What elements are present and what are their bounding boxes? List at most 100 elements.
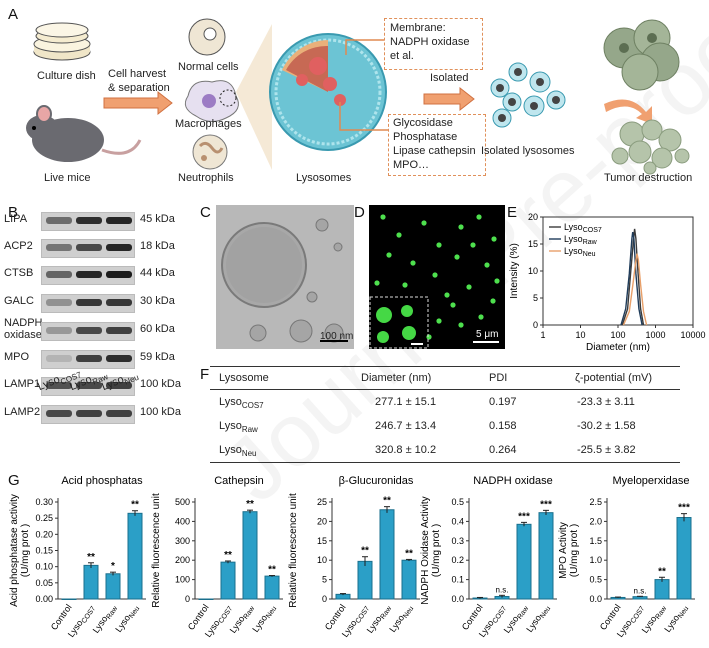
y-tick-label: 5 [322,575,327,585]
fluorescent-dot [426,334,432,340]
blot-band [46,410,72,417]
fluorescent-dot [491,236,497,242]
significance-label: ** [268,565,276,576]
significance-label: ** [87,552,95,563]
blot-row [41,377,135,396]
bar [357,560,373,600]
blot-band [106,355,132,362]
bar [220,561,236,600]
significance-label: ** [131,500,139,511]
y-tick-label: 10 [317,555,327,565]
fluorescent-dot [436,242,442,248]
blot-band [46,382,72,389]
table-cell-name: LysoCOS7 [219,396,264,411]
y-axis-label: Acid phosphatase activity(U/mg prot ) [9,494,31,607]
y-tick-label: 0.3 [451,536,464,546]
blot-band [76,382,102,389]
y-tick-label: 20 [528,212,538,222]
isolated-lysosomes-icon [490,62,566,128]
blot-kda-label: 44 kDa [140,267,175,279]
table-header-lysosome: Lysosome [219,372,269,384]
panel-e-letter: E [507,204,518,221]
y-tick-label: 0.10 [35,562,53,572]
y-tick-label: 0.2 [451,555,464,565]
category-label: LysoNeu [662,602,690,635]
y-tick-label: 1.5 [589,536,602,546]
table-header-diameter: Diameter (nm) [361,372,432,384]
cell-harvest-label-1: Cell harvest [108,68,167,80]
fluorescence-image [369,205,505,349]
fluorescent-dot [421,220,427,226]
y-axis-label: NADPH Oxidase Activity(U/mg prot ) [420,496,442,604]
blot-protein-label: LIPA [4,213,28,225]
significance-label: ** [246,499,254,510]
y-tick-label: 0 [185,594,190,604]
table-cell-diameter: 320.8 ± 10.2 [375,444,437,456]
legend-sub: COS7 [583,227,602,234]
bar-chart-panel: Myeloperxidase 0.0 0.5 1.0 1.5 2.0 2.5 MPO Acti… [558,475,695,640]
y-axis-label: MPO Activity(U/mg prot ) [558,522,580,579]
y-tick-label: 0.4 [451,516,464,526]
significance-label: ** [405,548,413,559]
y-tick-label: 0.20 [35,529,53,539]
blot-band [46,244,72,251]
y-tick-label: 0 [322,594,327,604]
legend-sub: Neu [583,251,596,258]
blot-kda-label: 100 kDa [140,406,181,418]
bar [379,509,395,600]
culture-dish-icon [33,22,91,61]
fluorescent-dot [470,242,476,248]
y-tick-label: 0.05 [35,578,53,588]
blot-band [106,299,132,306]
y-tick-label: 15 [528,239,538,249]
table-cell-name: LysoRaw [219,420,258,435]
y-tick-label: 0.25 [35,513,53,523]
tumor-cells-icon [603,19,680,91]
bar [242,511,258,600]
legend-label: LysoNeu [564,246,596,258]
category-label: LysoRaw [91,602,120,636]
y-axis-label: Intensity (%) [509,243,520,299]
blot-protein-label: NADPH oxidase [4,317,43,341]
fluorescent-dot [402,282,408,288]
culture-dish-label: Culture dish [37,70,96,82]
significance-label: n.s. [634,586,647,595]
y-tick-label: 0.30 [35,497,53,507]
enzymes-label-1: Glycosidase [393,117,453,129]
category-label: LysoNeu [524,602,552,635]
significance-label: ** [224,550,232,561]
fluorescent-dot [458,322,464,328]
fluorescent-dot [450,302,456,308]
panel-a-letter: A [8,6,19,23]
table-cell-pdi: 0.197 [489,396,517,408]
table-header-pdi: PDI [489,372,508,384]
blot-band [106,327,132,334]
blot-protein-label: GALC [4,295,34,307]
blot-band [106,244,132,251]
blot-kda-label: 60 kDa [140,323,175,335]
table-cell-pdi: 0.264 [489,444,517,456]
membrane-box: Membrane: NADPH oxidase et al. [384,18,483,70]
blot-band [46,355,72,362]
normal-cell-icon [188,18,226,56]
bar-chart-panel: Acid phosphatas 0.00 0.05 0.10 0.15 0.20 0.25 0… [9,475,146,640]
chart-title: NADPH oxidase [473,475,552,487]
macrophage-icon [184,80,239,122]
blot-kda-label: 30 kDa [140,295,175,307]
significance-label: ** [658,566,666,577]
fluorescent-dot [380,214,386,220]
category-label: LysoRaw [228,602,257,636]
chart-title: Myeloperxidase [612,475,689,487]
table-cell-zeta: -30.2 ± 1.58 [577,420,636,432]
lysosome-sphere-icon [269,33,387,151]
isolated-lysosomes-label: Isolated lysosomes [481,145,575,157]
y-tick-label: 0.00 [35,594,53,604]
blot-row [41,350,135,369]
bar [401,559,417,600]
blot-band [46,217,72,224]
blot-protein-label: MPO [4,351,30,363]
x-tick-label: 10 [575,330,585,340]
blot-band [76,410,102,417]
tem-scale-bar-label: 100 nm [320,331,354,342]
size-distribution-chart: 0 5 10 15 20 1 10 100 1000 10000 Diameter (nm) Inte… [509,212,706,353]
